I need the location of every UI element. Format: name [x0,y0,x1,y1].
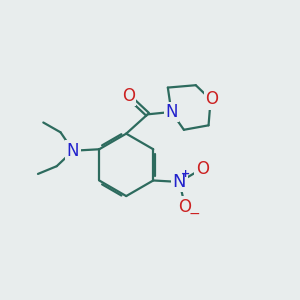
Text: O: O [196,160,209,178]
Text: O: O [122,87,135,105]
Text: N: N [165,103,178,121]
Text: N: N [67,142,79,160]
Text: O: O [178,198,191,216]
Text: −: − [188,206,200,220]
Text: N: N [173,173,186,191]
Text: +: + [181,169,190,178]
Text: O: O [206,91,219,109]
